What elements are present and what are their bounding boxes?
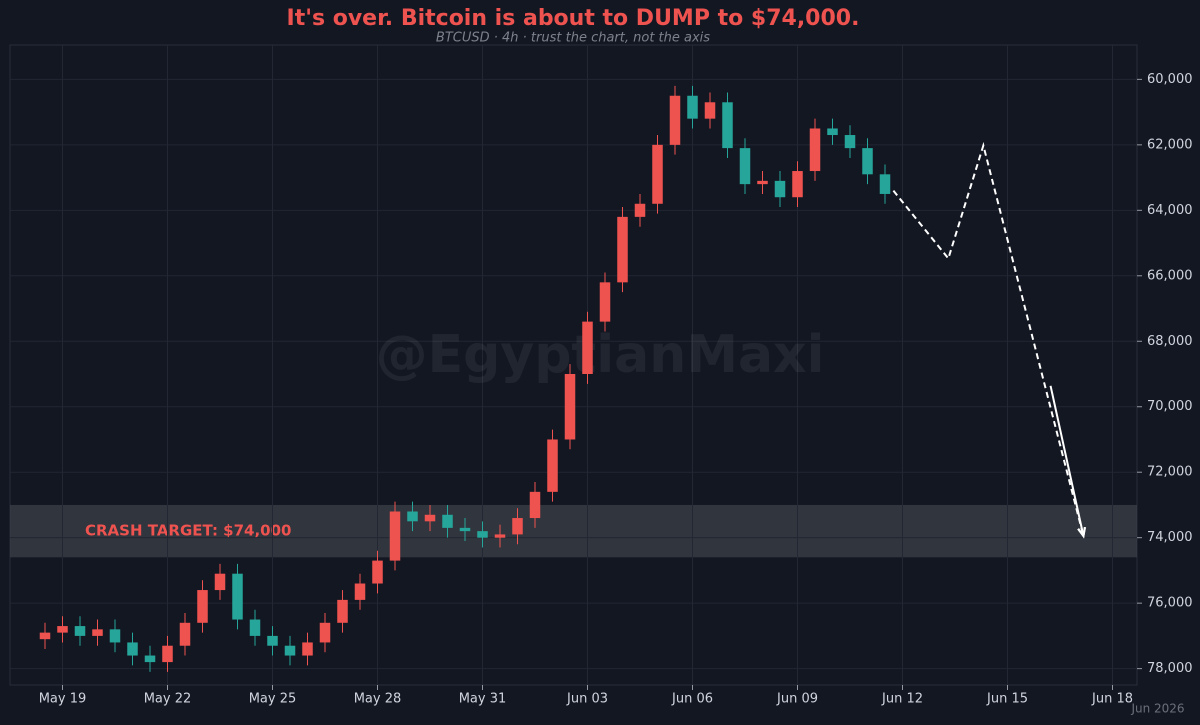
plot-frame: [9, 44, 1138, 686]
candle-body: [774, 180, 786, 198]
candle-body: [827, 128, 838, 136]
footer: Jun 2026: [1130, 702, 1184, 716]
x-tick-label: May 22: [144, 692, 192, 707]
candle-body: [57, 626, 68, 633]
candle-body: [564, 374, 576, 440]
y-tick-label: 66,000: [1147, 268, 1193, 283]
x-tick-label: Jun 18: [1091, 692, 1133, 707]
y-tick-label: 70,000: [1147, 399, 1193, 414]
y-tick-label: 64,000: [1147, 203, 1193, 218]
y-tick-label: 76,000: [1147, 596, 1193, 611]
candle-body: [354, 583, 366, 600]
y-tick-label: 60,000: [1147, 72, 1193, 87]
y-tick-label: 74,000: [1147, 530, 1193, 545]
candle-body: [267, 635, 278, 646]
candle-body: [424, 514, 436, 522]
y-tick-label: 68,000: [1147, 334, 1193, 349]
candle-body: [792, 171, 803, 198]
y-tick-label: 72,000: [1147, 465, 1193, 480]
candle-body: [459, 527, 471, 532]
candle-body: [389, 511, 401, 561]
candle-body: [722, 102, 733, 149]
candle-body: [547, 439, 558, 492]
candle-body: [232, 573, 243, 620]
x-tick-label: Jun 06: [671, 692, 713, 707]
candle-body: [879, 174, 891, 194]
candle-body: [529, 491, 541, 519]
y-tick-label: 78,000: [1147, 661, 1193, 676]
candle-body: [179, 622, 191, 646]
chart-title: It's over. Bitcoin is about to DUMP to $…: [287, 6, 860, 31]
candle-body: [809, 128, 821, 172]
candle-body: [407, 511, 418, 522]
candle-body: [319, 622, 331, 643]
candle-body: [214, 573, 226, 591]
candle-body: [494, 534, 506, 538]
candle-body: [39, 632, 51, 640]
x-tick-label: Jun 12: [881, 692, 923, 707]
x-tick-label: Jun 03: [566, 692, 608, 707]
x-tick-label: May 31: [459, 692, 507, 707]
candle-body: [249, 619, 261, 636]
projection-line: [892, 141, 1085, 537]
candle-body: [739, 148, 751, 185]
candle-body: [442, 514, 453, 528]
candle-body: [652, 144, 663, 204]
candle-body: [302, 642, 313, 656]
candle-body: [127, 642, 138, 656]
candle-body: [844, 135, 856, 149]
candle-body: [477, 531, 488, 538]
target-band: [10, 504, 1137, 558]
candle-body: [687, 95, 698, 119]
candle-body: [284, 645, 296, 656]
candle-body: [337, 599, 348, 623]
candle-body: [599, 282, 611, 322]
candle-body: [669, 95, 681, 145]
x-tick-label: May 25: [249, 692, 297, 707]
candle-body: [74, 626, 86, 636]
candle-body: [197, 590, 208, 623]
candle-body: [109, 629, 121, 643]
candle-body: [704, 102, 716, 119]
candle-body: [372, 560, 383, 584]
candle-body: [162, 645, 173, 663]
candle-body: [92, 629, 103, 636]
x-tick-label: Jun 15: [986, 692, 1028, 707]
candle-body: [512, 518, 523, 535]
candle-body: [862, 148, 873, 175]
candle-body: [144, 655, 156, 663]
candle-body: [757, 180, 768, 185]
target-label: CRASH TARGET: $74,000: [85, 522, 291, 540]
x-tick-label: Jun 09: [776, 692, 818, 707]
x-tick-label: May 28: [354, 692, 402, 707]
candle-body: [582, 321, 593, 375]
y-tick-label: 62,000: [1147, 137, 1193, 152]
arrow-head: [1077, 527, 1087, 539]
candle-body: [617, 216, 628, 283]
watermark: @EgyptianMaxi: [376, 325, 825, 385]
x-tick-label: May 19: [39, 692, 87, 707]
chart-subtitle: BTCUSD · 4h · trust the chart, not the a…: [436, 31, 710, 46]
projection-line: [1049, 385, 1085, 537]
candle-body: [634, 203, 646, 217]
